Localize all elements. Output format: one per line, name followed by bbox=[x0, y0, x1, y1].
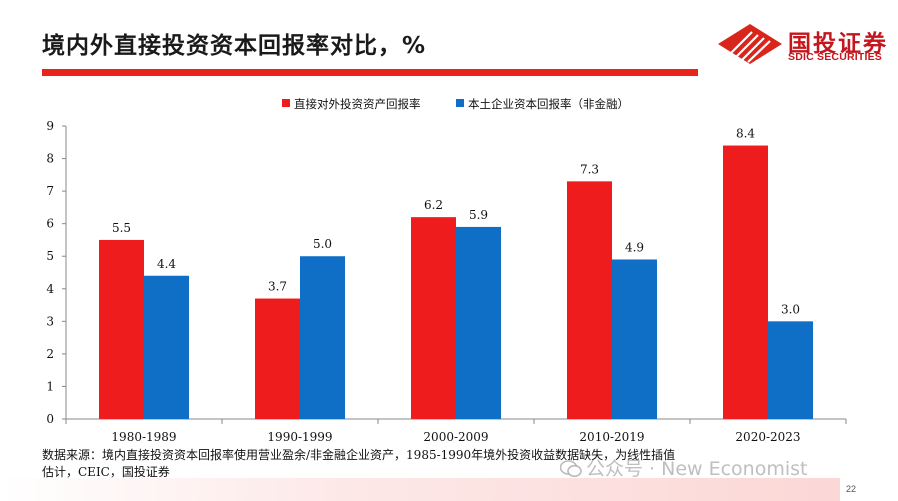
chart-value-labels: 5.5 4.4 3.7 5.0 6.2 5.9 7.3 4.9 8.4 3.0 bbox=[112, 127, 800, 317]
logo-english-name: SDIC SECURITIES bbox=[788, 51, 883, 63]
bar-value-label: 5.9 bbox=[469, 208, 488, 222]
bar-outward-fdi bbox=[99, 239, 144, 419]
watermark-text: 公众号 · New Economist bbox=[586, 458, 808, 480]
bar-value-label: 4.9 bbox=[625, 240, 644, 254]
chart-bars bbox=[99, 145, 813, 420]
bar-domestic-nonfinancial bbox=[768, 321, 813, 419]
x-tick-label: 2010-2019 bbox=[579, 430, 644, 444]
title-underline bbox=[42, 69, 698, 76]
bar-value-label: 3.0 bbox=[781, 302, 800, 316]
bar-domestic-nonfinancial bbox=[612, 259, 657, 419]
bar-value-label: 5.5 bbox=[112, 221, 131, 235]
y-tick-label: 5 bbox=[46, 249, 54, 263]
wechat-icon bbox=[560, 460, 582, 478]
bar-domestic-nonfinancial bbox=[456, 226, 501, 419]
x-tick-label: 2020-2023 bbox=[735, 430, 800, 444]
y-tick-label: 7 bbox=[46, 184, 54, 198]
y-tick-label: 3 bbox=[46, 314, 54, 328]
bar-chart: 直接对外投资资产回报率 本土企业资本回报率（非金融） 0 1 2 3 4 5 6 7 8 9 198… bbox=[46, 97, 847, 444]
bar-value-label: 6.2 bbox=[424, 198, 443, 212]
logo-mark-icon bbox=[718, 24, 782, 64]
bar-domestic-nonfinancial bbox=[144, 275, 189, 419]
source-line-2: 估计，CEIC，国投证券 bbox=[42, 465, 170, 479]
bar-value-label: 8.4 bbox=[736, 127, 755, 141]
legend-swatch-red bbox=[282, 99, 290, 107]
legend-label-outward-fdi: 直接对外投资资产回报率 bbox=[294, 97, 421, 111]
y-tick-label: 4 bbox=[46, 282, 54, 296]
x-tick-label: 1980-1989 bbox=[111, 430, 176, 444]
x-tick-label: 1990-1999 bbox=[267, 430, 332, 444]
bar-domestic-nonfinancial bbox=[300, 256, 345, 419]
chart-legend: 直接对外投资资产回报率 本土企业资本回报率（非金融） bbox=[282, 97, 629, 111]
bar-value-label: 3.7 bbox=[268, 280, 287, 294]
legend-swatch-blue bbox=[456, 99, 464, 107]
bar-outward-fdi bbox=[255, 298, 300, 419]
bar-value-label: 7.3 bbox=[580, 162, 599, 176]
page-number: 22 bbox=[846, 484, 857, 494]
logo-chinese-name: 国投证券 bbox=[788, 31, 888, 57]
data-source-note: 数据来源：境内直接投资资本回报率使用营业盈余/非金融企业资产，1985-1990… bbox=[42, 447, 822, 481]
bar-value-label: 5.0 bbox=[313, 237, 332, 251]
source-line-1: 数据来源：境内直接投资资本回报率使用营业盈余/非金融企业资产，1985-1990… bbox=[42, 448, 676, 462]
y-tick-label: 8 bbox=[46, 152, 54, 166]
page-title: 境内外直接投资资本回报率对比，% bbox=[42, 33, 427, 59]
bar-outward-fdi bbox=[411, 217, 456, 419]
y-tick-label: 0 bbox=[46, 412, 54, 426]
chart-axes: 0 1 2 3 4 5 6 7 8 9 1980-1989 1990-1999 2000-2009 201… bbox=[46, 119, 847, 444]
bar-outward-fdi bbox=[723, 145, 768, 420]
y-tick-label: 2 bbox=[46, 347, 54, 361]
watermark: 公众号 · New Economist bbox=[560, 454, 807, 481]
legend-label-domestic-nonfinancial: 本土企业资本回报率（非金融） bbox=[468, 97, 629, 111]
y-tick-label: 9 bbox=[46, 119, 54, 133]
footer-band bbox=[0, 478, 840, 501]
x-tick-label: 2000-2009 bbox=[423, 430, 488, 444]
brand-logo: 国投证券 SDIC SECURITIES bbox=[718, 24, 888, 64]
bar-value-label: 4.4 bbox=[157, 257, 176, 271]
y-tick-label: 1 bbox=[46, 379, 54, 393]
bar-outward-fdi bbox=[567, 181, 612, 419]
y-tick-label: 6 bbox=[46, 217, 54, 231]
